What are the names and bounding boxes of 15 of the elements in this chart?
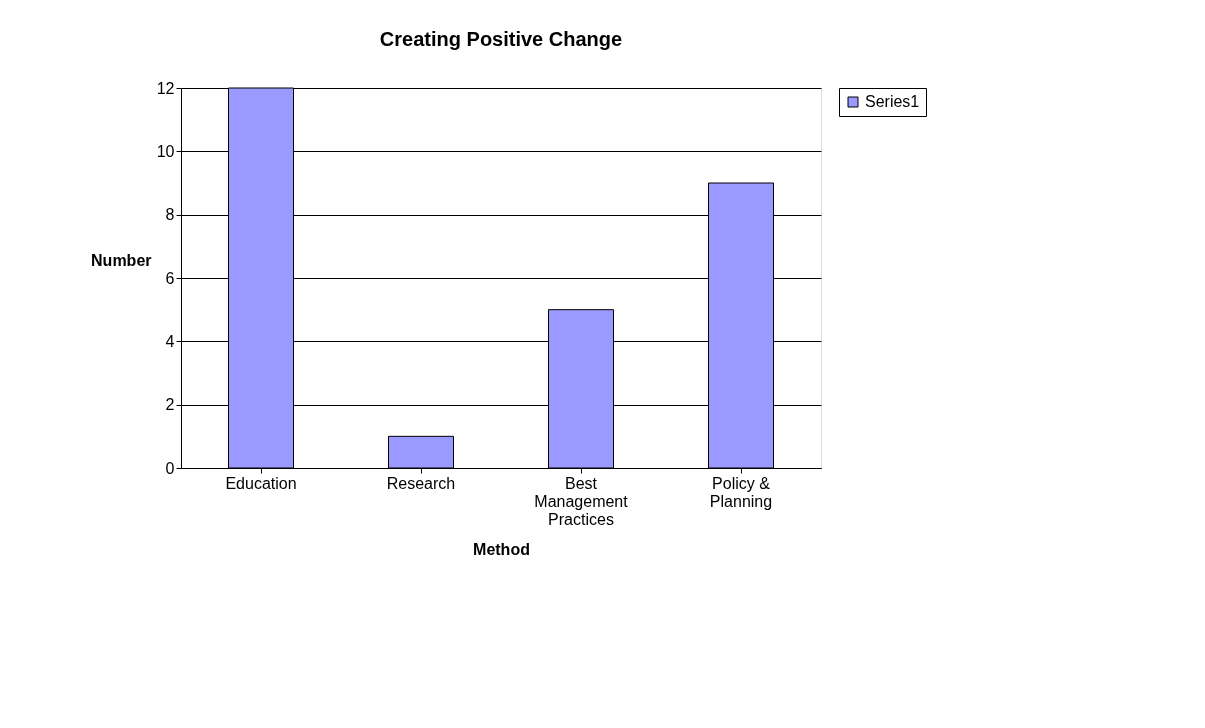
y-tick-label: 6 (165, 269, 175, 287)
x-tick-label: Education (225, 474, 297, 492)
legend-label: Series1 (865, 93, 920, 110)
x-tick-label: Policy & Planning (709, 474, 773, 510)
y-tick-label: 8 (165, 206, 175, 224)
y-axis-title: Number (91, 251, 152, 269)
x-tick-label: Best Management Practices (534, 474, 629, 528)
y-tick-label: 0 (165, 459, 175, 477)
x-axis-title: Method (473, 540, 530, 558)
y-tick-label: 12 (156, 79, 175, 97)
chart-title: Creating Positive Change (379, 28, 623, 50)
y-tick-label: 10 (156, 142, 175, 160)
y-tick-label: 4 (165, 332, 175, 350)
x-tick-label: Research (386, 474, 456, 492)
y-tick-label: 2 (165, 396, 175, 414)
